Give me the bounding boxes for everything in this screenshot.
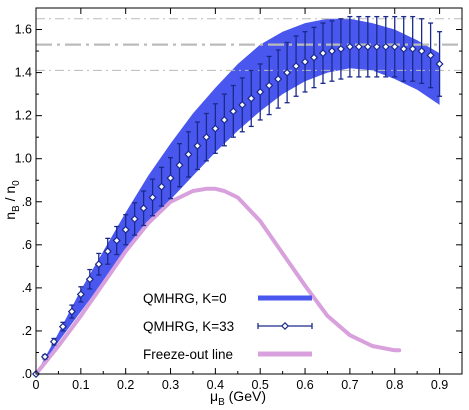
data-point [220, 115, 229, 125]
data-point [318, 49, 328, 58]
data-point [238, 100, 247, 109]
data-point [301, 57, 310, 66]
x-tick-label: 0.3 [162, 378, 179, 392]
x-tick-label: 0.9 [431, 378, 448, 392]
data-point [426, 51, 435, 60]
data-point [157, 182, 166, 191]
legend-label-k0: QMHRG, K=0 [143, 291, 227, 306]
legend-item-k0: QMHRG, K=0 [143, 291, 312, 306]
data-point [130, 214, 139, 224]
data-point [112, 236, 121, 245]
band-qmhrg-k0 [36, 18, 440, 375]
data-point [354, 42, 363, 51]
legend-marker [280, 321, 290, 331]
plot-frame [35, 7, 463, 375]
x-tick-label: 0.2 [117, 378, 134, 392]
y-axis-label-slash: / [2, 194, 18, 206]
y-tick-label: .8 [22, 195, 32, 209]
y-axis-label-nsub: B [11, 205, 22, 212]
data-point [256, 87, 265, 97]
legend: QMHRG, K=0 QMHRG, K=33 Freeze-out line [143, 291, 313, 362]
x-tick-label: 0.7 [341, 378, 358, 392]
data-point [408, 44, 417, 53]
axes: 0 0.1 0.2 0.3 0.4 0.5 0.6 0.7 0.8 0.9 .0 .2 .4 .6 .8 1.… [15, 7, 463, 392]
y-tick-label: 1.2 [15, 109, 32, 123]
y-axis-label-d: n [2, 186, 18, 194]
data-point [363, 42, 372, 51]
y-axis-label-n: n [2, 212, 18, 220]
data-point [247, 94, 256, 103]
data-point [274, 74, 283, 84]
data-point [211, 124, 220, 133]
data-point [193, 141, 202, 150]
legend-label-freezeout: Freeze-out line [143, 347, 233, 362]
data-point [103, 247, 112, 256]
data-point [265, 81, 274, 90]
y-tick-label: .2 [22, 324, 32, 338]
data-point [309, 53, 319, 62]
x-tick-label: 0.1 [72, 378, 89, 392]
data-point [67, 307, 76, 316]
y-axis-label-dsub: 0 [11, 180, 22, 186]
x-tick-label: 0 [33, 378, 40, 392]
data-point [175, 161, 184, 170]
data-point [49, 337, 58, 346]
y-tick-label: 1.6 [15, 23, 32, 37]
legend-label-k33: QMHRG, K=33 [143, 319, 234, 334]
y-tick-label: .0 [22, 367, 32, 381]
data-point [76, 290, 85, 299]
y-axis-label: nB / n0 [2, 180, 22, 220]
y-tick-label: 1.0 [15, 152, 32, 166]
legend-item-k33: QMHRG, K=33 [143, 319, 313, 334]
data-point [390, 42, 399, 51]
data-point [283, 68, 292, 77]
x-axis-label-main: μ [210, 388, 218, 404]
x-axis-label: μB (GeV) [210, 388, 266, 408]
data-point [94, 260, 103, 269]
x-tick-label: 0.5 [252, 378, 269, 392]
legend-swatch-k33 [257, 321, 313, 331]
y-tick-label: 1.4 [15, 66, 32, 80]
x-tick-label: 0.8 [386, 378, 403, 392]
x-axis-label-sub: B [218, 397, 225, 408]
data-point [40, 352, 50, 361]
legend-item-freezeout: Freeze-out line [143, 347, 312, 362]
x-tick-label: 0.4 [207, 378, 224, 392]
data-point [292, 62, 301, 71]
x-tick-label: 0.6 [296, 378, 313, 392]
data-point [139, 204, 148, 213]
data-point [85, 275, 94, 284]
data-point [372, 42, 381, 51]
freeze-out-line [34, 186, 402, 376]
data-point [327, 47, 337, 56]
data-point [229, 107, 238, 116]
data-point [202, 133, 211, 142]
y-tick-label: .6 [22, 238, 32, 252]
x-axis-label-unit: (GeV) [225, 388, 266, 404]
data-point [148, 193, 157, 202]
data-point [184, 150, 193, 159]
data-point [58, 322, 67, 331]
data-point [399, 44, 408, 53]
data-point [435, 59, 444, 69]
y-tick-label: .4 [22, 281, 32, 295]
data-point [121, 225, 130, 234]
data-point [345, 42, 354, 51]
data-point [336, 44, 345, 53]
data-point [417, 47, 426, 56]
plot-area [31, 15, 462, 379]
data-point [381, 42, 390, 51]
data-point [166, 174, 175, 183]
